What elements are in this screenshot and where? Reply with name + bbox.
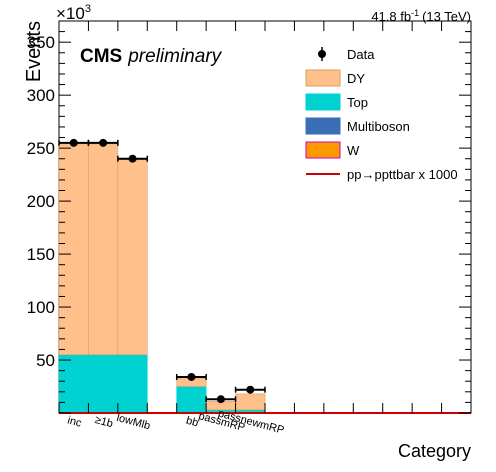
data-point-1 [99, 139, 107, 147]
data-point-6 [246, 386, 254, 394]
bar-dy-1 [88, 144, 117, 355]
legend: Data DY Top Multiboson Wpp→ppttbar x 1000 [306, 47, 458, 182]
bar-top-1 [88, 355, 117, 413]
bar-top-4 [177, 387, 206, 413]
data-point-5 [217, 395, 225, 403]
bar-dy-2 [118, 160, 147, 355]
legend-label-multiboson: Multiboson [347, 119, 410, 134]
cms-label: CMS preliminary [80, 46, 223, 67]
legend-label-dy: DY [347, 71, 365, 86]
bar-top-0 [59, 355, 88, 413]
legend-swatch-top [306, 94, 340, 110]
data-point-2 [129, 155, 137, 163]
y-tick-label-100: 100 [27, 298, 55, 317]
legend-swatch-multiboson [306, 118, 340, 134]
data-point-4 [187, 373, 195, 381]
bar-top-2 [118, 355, 147, 413]
x-tick-label-0: inc [66, 414, 83, 429]
y-tick-label-300: 300 [27, 86, 55, 105]
lumi-label: 41.8 fb-1 (13 TeV) [371, 8, 471, 24]
legend-swatch-w [306, 142, 340, 158]
y-exponent: ×103 [56, 3, 91, 23]
y-tick-label-150: 150 [27, 245, 55, 264]
bar-dy-6 [236, 394, 265, 410]
legend-label-top: Top [347, 95, 368, 110]
x-tick-label-2: lowMlb [115, 412, 151, 432]
data-point-0 [70, 139, 78, 147]
y-axis-title: Events [23, 21, 45, 82]
bars [59, 144, 265, 413]
legend-data-marker [318, 50, 326, 58]
legend-label-pp-ppttbar-x-1000: pp→ppttbar x 1000 [347, 167, 458, 182]
y-tick-label-250: 250 [27, 139, 55, 158]
x-axis-title: Category [398, 441, 471, 461]
legend-label-data: Data [347, 47, 375, 62]
legend-swatch-dy [306, 70, 340, 86]
bar-dy-0 [59, 144, 88, 355]
legend-label-w: W [347, 143, 360, 158]
y-tick-label-50: 50 [36, 351, 55, 370]
x-tick-label-1: ≥1b [94, 414, 115, 430]
y-tick-label-200: 200 [27, 192, 55, 211]
